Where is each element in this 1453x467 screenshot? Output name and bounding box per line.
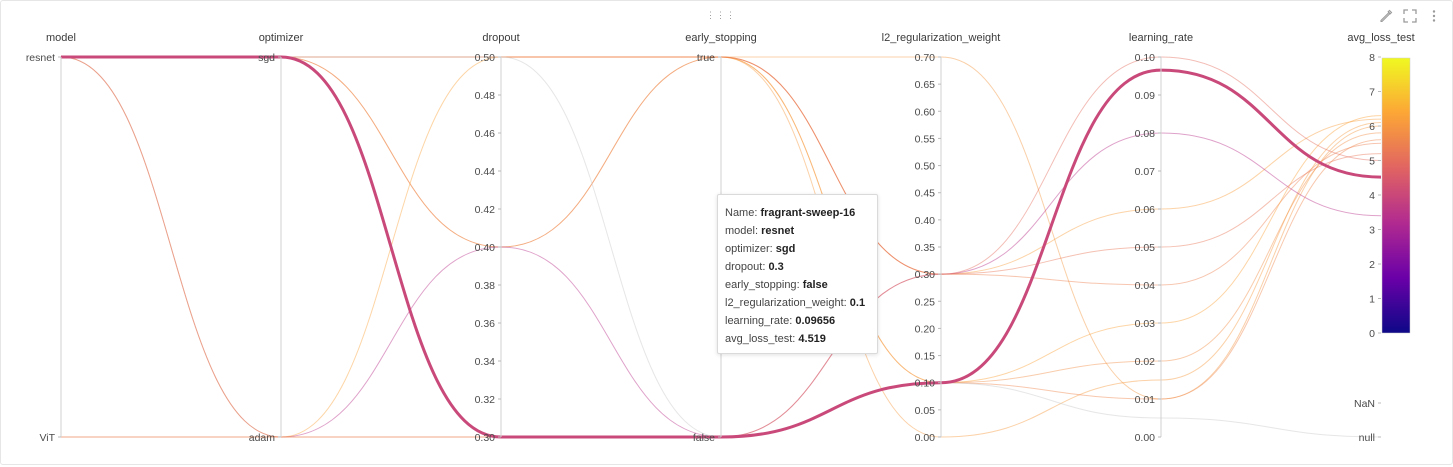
axis-tick-label: 0 [1369,328,1375,340]
axis-tick-label: 0.15 [915,351,936,363]
axis-title[interactable]: optimizer [259,32,304,44]
axis-tick-label: 0.42 [475,204,496,216]
axis-tick-label: 0.01 [1135,394,1156,406]
axis-tick-label: 0.07 [1135,166,1156,178]
axis-tick-label: 0.25 [915,296,936,308]
axis-tick-label: 0.34 [475,356,496,368]
run-tooltip: Name: fragrant-sweep-16 model: resnet op… [717,194,878,354]
axis-tick-label: 0.09 [1135,90,1156,102]
axis-tick-label: sgd [258,52,275,64]
axis-title[interactable]: dropout [482,32,519,44]
pencil-icon[interactable] [1378,8,1394,24]
axis-optimizer: optimizer adam sgd [249,32,304,444]
axis-tick-label: true [697,52,715,64]
axis-l2_regularization_weight: l2_regularization_weight 0.00 0.05 0.10 0.15… [882,32,1001,444]
axis-avg_loss_test: avg_loss_test 0 1 2 3 4 5 6 7 8 NaN null [1347,32,1414,444]
axis-tick-label: 0.03 [1135,318,1156,330]
axis-tick-label: 0.00 [915,432,936,444]
axis-tick-label: null [1359,432,1375,444]
axis-title[interactable]: model [46,32,76,44]
axis-tick-label: 0.40 [915,215,936,227]
axis-title[interactable]: learning_rate [1129,32,1193,44]
axis-tick-label: 7 [1369,87,1375,99]
axis-tick-label: 0.02 [1135,356,1156,368]
drag-handle-icon[interactable]: ⋮⋮⋮ [706,9,736,20]
axis-title[interactable]: avg_loss_test [1347,32,1414,44]
axis-tick-label: 1 [1369,294,1375,306]
axis-tick-label: 0.10 [915,378,936,390]
axis-tick-label: 0.08 [1135,128,1156,140]
run-line[interactable] [61,56,1382,400]
axis-tick-label: 0.48 [475,90,496,102]
tooltip-row-avg-loss: avg_loss_test: 4.519 [725,333,826,345]
axis-tick-label: 0.00 [1135,432,1156,444]
tooltip-row-optimizer: optimizer: sgd [725,243,796,255]
axis-tick-label: resnet [26,52,55,64]
axis-learning_rate: learning_rate 0.00 0.01 0.02 0.03 0.04 0.05 0.0… [1129,32,1193,444]
run-line[interactable] [61,56,1382,438]
tooltip-row-l2: l2_regularization_weight: 0.1 [725,297,866,309]
axis-tick-label: 0.40 [475,242,496,254]
axis-title[interactable]: early_stopping [685,32,757,44]
axis-tick-label: 0.46 [475,128,496,140]
tooltip-row-name: Name: fragrant-sweep-16 [725,207,856,219]
axis-tick-label: 0.45 [915,188,936,200]
axis-tick-label: NaN [1354,398,1375,410]
axis-tick-label: 0.50 [475,52,496,64]
tooltip-row-dropout: dropout: 0.3 [725,261,784,273]
run-line[interactable] [61,56,1382,384]
axis-tick-label: 0.70 [915,52,936,64]
axis-tick-label: 0.05 [915,405,936,417]
axis-tick-label: 4 [1369,190,1375,202]
axis-tick-label: 0.55 [915,133,936,145]
fullscreen-icon[interactable] [1402,8,1418,24]
axis-tick-label: 0.32 [475,394,496,406]
axis-tick-label: 0.05 [1135,242,1156,254]
axis-tick-label: 0.06 [1135,204,1156,216]
axis-tick-label: adam [249,432,276,444]
axis-tick-label: 6 [1369,121,1375,133]
axis-tick-label: 0.44 [475,166,496,178]
axis-tick-label: 0.10 [1135,52,1156,64]
run-line[interactable] [60,56,1382,438]
run-line[interactable] [61,153,1382,438]
axis-tick-label: 3 [1369,225,1375,237]
axis-tick-label: 0.30 [915,269,936,281]
axis-tick-label: 5 [1369,156,1375,168]
panel-tools [1378,8,1442,24]
axis-tick-label: 0.35 [915,242,936,254]
run-line[interactable] [61,56,1382,275]
axis-tick-label: 0.30 [475,432,496,444]
axis-tick-label: 0.38 [475,280,496,292]
axis-tick-label: false [693,432,715,444]
colorbar [1381,57,1411,334]
axes: model ViT resnet optimizer adam sgd dropout 0.3… [26,32,1415,444]
axis-tick-label: ViT [39,432,55,444]
axis-tick-label: 8 [1369,52,1375,64]
kebab-menu-icon[interactable] [1426,8,1442,24]
axis-tick-label: 0.04 [1135,280,1156,292]
axis-tick-label: 2 [1369,259,1375,271]
tooltip-row-learning-rate: learning_rate: 0.09656 [725,315,836,327]
tooltip-row-early-stopping: early_stopping: false [725,279,828,291]
axis-tick-label: 0.36 [475,318,496,330]
axis-title[interactable]: l2_regularization_weight [882,32,1001,44]
axis-tick-label: 0.60 [915,106,936,118]
axis-tick-label: 0.50 [915,161,936,173]
axis-tick-label: 0.65 [915,79,936,91]
axis-model: model ViT resnet [26,32,76,444]
axis-tick-label: 0.20 [915,323,936,335]
tooltip-row-model: model: resnet [725,225,795,237]
axis-dropout: dropout 0.30 0.32 0.34 0.36 0.38 0.40 0.42 0.44 0… [475,32,520,444]
run-line[interactable] [61,56,1382,438]
